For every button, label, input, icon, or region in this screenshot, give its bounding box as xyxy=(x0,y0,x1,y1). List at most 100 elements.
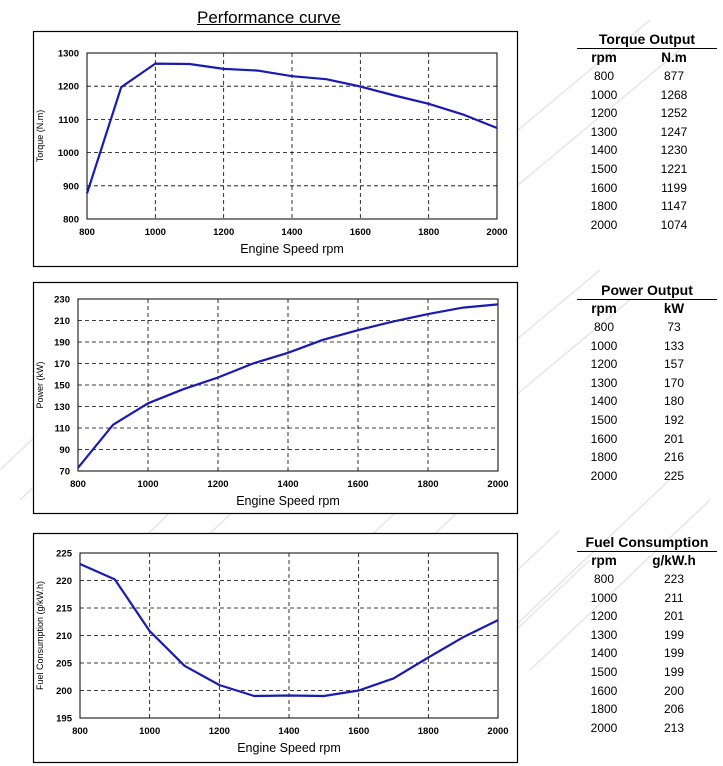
table-row: 1400 1230 xyxy=(577,141,717,160)
page-title: Performance curve xyxy=(197,8,341,27)
table-row: 1200 201 xyxy=(577,607,717,626)
y-tick-label: 130 xyxy=(54,402,70,413)
table-cell: 1500 xyxy=(590,664,618,679)
y-tick-label: 1000 xyxy=(58,148,79,159)
table-cell: 1199 xyxy=(661,180,687,195)
table-cell: 1230 xyxy=(660,143,688,158)
y-tick-label: 195 xyxy=(56,714,73,725)
table-cell: 1500 xyxy=(590,412,618,427)
table-cell: 2000 xyxy=(590,217,618,232)
y-tick-label: 200 xyxy=(56,686,72,697)
table-row: 1400 199 xyxy=(577,644,717,663)
table-cell: 1300 xyxy=(590,375,618,390)
table-cell: 223 xyxy=(663,572,685,586)
table-row: 1200 1252 xyxy=(577,104,717,123)
table-cell: 180 xyxy=(663,394,685,409)
fuel-consumption-table: Fuel Consumption rpm g/kW.h 800 223 1000 211 12… xyxy=(577,534,717,737)
table-cell: 1200 xyxy=(590,357,618,372)
x-tick-label: 1000 xyxy=(139,726,160,737)
table-header-cell: rpm xyxy=(591,50,617,65)
torque-chart: 800 1000 1200 1400 1600 1800 2000 800 900 1000 110… xyxy=(32,30,519,268)
y-tick-label: 170 xyxy=(54,359,70,370)
power-output-table: Power Output rpm kW 800 73 1000 133 1200 157 1300… xyxy=(577,282,717,485)
y-tick-label: 205 xyxy=(56,659,73,670)
table-row: 1500 1221 xyxy=(577,160,717,179)
table-title: Power Output xyxy=(577,282,717,300)
table-row: 1300 170 xyxy=(577,374,717,393)
x-tick-label: 1800 xyxy=(417,479,438,490)
table-cell: 211 xyxy=(664,590,684,605)
table-cell: 1000 xyxy=(590,87,618,102)
x-axis-label: Engine Speed rpm xyxy=(240,242,344,256)
table-row: 800 877 xyxy=(577,67,717,86)
y-tick-label: 230 xyxy=(54,295,70,306)
table-cell: 213 xyxy=(663,720,685,735)
table-cell: 73 xyxy=(667,320,681,334)
table-cell: 201 xyxy=(663,431,685,446)
x-tick-label: 1000 xyxy=(137,479,158,490)
y-tick-label: 190 xyxy=(54,338,70,349)
series-line xyxy=(85,62,498,194)
table-cell: 800 xyxy=(593,572,615,586)
table-cell: 1252 xyxy=(660,106,688,121)
table-cell: 800 xyxy=(593,69,615,83)
table-cell: 1268 xyxy=(660,87,688,102)
table-row: 1800 1147 xyxy=(577,197,717,216)
y-tick-label: 220 xyxy=(56,576,72,587)
y-axis-label: Power (kW) xyxy=(35,361,45,408)
table-row: 1000 133 xyxy=(577,337,717,356)
table-cell: 1800 xyxy=(590,199,618,214)
table-cell: 1247 xyxy=(660,124,688,139)
table-cell: 1000 xyxy=(590,590,618,605)
x-tick-label: 1000 xyxy=(145,227,166,238)
table-cell: 1300 xyxy=(590,627,618,642)
table-row: 1300 199 xyxy=(577,626,717,645)
fuel-consumption-chart: 800 1000 1200 1400 1600 1800 2000 195 200 205 210 2… xyxy=(32,532,519,764)
series-line xyxy=(77,303,499,469)
table-cell: 1000 xyxy=(590,338,618,353)
table-header-cell: rpm xyxy=(591,553,617,568)
table-row: 2000 213 xyxy=(577,719,717,738)
table-cell: 1074 xyxy=(660,217,688,232)
table-cell: 216 xyxy=(663,450,685,465)
y-tick-label: 90 xyxy=(59,445,70,456)
table-cell: 201 xyxy=(663,609,685,624)
x-tick-label: 2000 xyxy=(487,726,508,737)
table-row: 1600 201 xyxy=(577,430,717,449)
table-cell: 1400 xyxy=(590,394,618,409)
x-tick-label: 1600 xyxy=(350,227,371,238)
table-row: 1000 211 xyxy=(577,589,717,608)
table-title: Torque Output xyxy=(577,31,717,49)
series-line xyxy=(79,562,499,698)
x-tick-label: 2000 xyxy=(486,227,507,238)
x-tick-label: 1400 xyxy=(278,726,299,737)
table-cell: 1300 xyxy=(590,124,618,139)
table-cell: 200 xyxy=(663,683,685,698)
x-tick-label: 1600 xyxy=(347,479,368,490)
x-tick-label: 1200 xyxy=(207,479,228,490)
table-cell: 1221 xyxy=(660,161,688,176)
table-cell: 170 xyxy=(663,375,685,390)
plot-area xyxy=(79,552,499,719)
x-tick-label: 800 xyxy=(70,479,86,490)
table-header: rpm g/kW.h xyxy=(577,552,717,570)
table-row: 2000 225 xyxy=(577,467,717,486)
y-tick-label: 900 xyxy=(63,181,79,192)
x-tick-label: 1800 xyxy=(418,227,439,238)
table-cell: 1800 xyxy=(590,702,618,717)
table-cell: 225 xyxy=(663,468,685,483)
torque-output-table: Torque Output rpm N.m 800 877 1000 1268 1200 125… xyxy=(577,31,717,234)
table-row: 1500 199 xyxy=(577,663,717,682)
y-tick-label: 1100 xyxy=(58,115,79,126)
y-tick-label: 225 xyxy=(56,549,73,560)
table-cell: 199 xyxy=(663,627,685,642)
table-cell: 1400 xyxy=(590,143,618,158)
table-cell: 199 xyxy=(663,664,685,679)
table-row: 1800 206 xyxy=(577,700,717,719)
y-axis-label: Torque (N.m) xyxy=(35,110,45,163)
table-cell: 1600 xyxy=(590,683,618,698)
table-row: 800 73 xyxy=(577,318,717,337)
table-row: 1500 192 xyxy=(577,411,717,430)
x-tick-label: 1200 xyxy=(209,726,230,737)
y-tick-label: 1200 xyxy=(58,82,79,93)
